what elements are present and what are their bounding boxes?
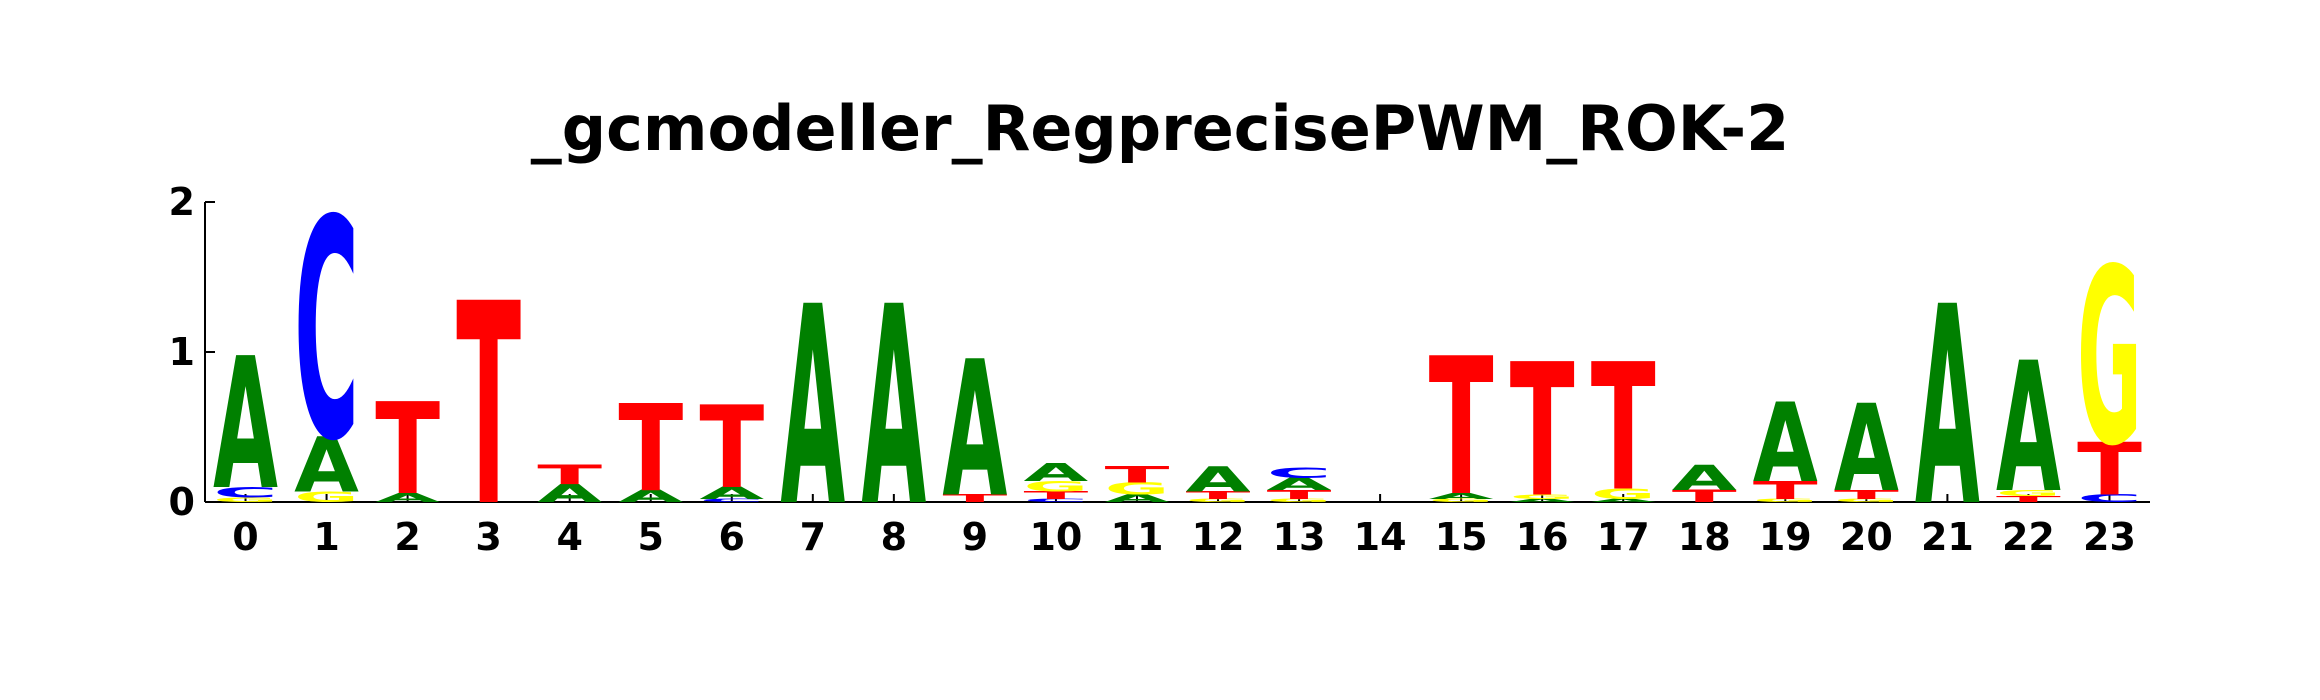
logo-letter-a: A xyxy=(1591,498,1656,503)
logo-letter-t: T xyxy=(618,381,683,519)
logo-letter-a: A xyxy=(1753,380,1818,507)
logo-letter-t: T xyxy=(2077,428,2142,512)
x-tick-label: 22 xyxy=(2002,515,2055,559)
logo-letter-a: A xyxy=(1834,380,1899,519)
x-tick-label: 4 xyxy=(556,515,582,559)
x-tick-label: 15 xyxy=(1435,515,1488,559)
logo-letter-t: T xyxy=(699,382,764,514)
x-tick-label: 0 xyxy=(232,515,258,559)
logo-letter-c: C xyxy=(1267,465,1332,482)
logo-letter-t: T xyxy=(1105,462,1170,488)
logo-letter-t: T xyxy=(1996,494,2061,504)
logo-letter-t: T xyxy=(1429,319,1494,539)
logo-letter-a: A xyxy=(861,248,926,567)
logo-letter-a: A xyxy=(294,421,359,509)
x-tick-label: 13 xyxy=(1273,515,1326,559)
x-tick-label: 9 xyxy=(962,515,988,559)
logo-letter-a: A xyxy=(699,484,764,503)
logo-letter-t: T xyxy=(1267,488,1332,502)
logo-letter-a: A xyxy=(375,491,441,505)
x-tick-label: 7 xyxy=(800,515,826,559)
x-tick-label: 17 xyxy=(1597,515,1650,559)
y-axis: 0 1 2 xyxy=(169,180,215,524)
x-tick-label: 10 xyxy=(1029,515,1082,559)
x-axis: 0 1 2 3 4 5 6 7 8 9 10 11 12 13 14 15 16 17 18 19 20 21 22 23 xyxy=(205,494,2150,559)
logo-letter-t: T xyxy=(375,378,440,523)
logo-letter-a: A xyxy=(618,487,683,506)
logo-letter-t: T xyxy=(1024,489,1089,501)
logo-letter-a: A xyxy=(1915,248,1980,567)
logo-letter-g: G xyxy=(1267,498,1332,503)
logo-letter-g: G xyxy=(1753,498,1818,503)
logo-letter-a: A xyxy=(1996,324,2061,533)
logo-letter-g: G xyxy=(294,489,359,506)
logo-letter-a: A xyxy=(942,323,1007,540)
x-tick-label: 18 xyxy=(1678,515,1731,559)
logo-letter-g: G xyxy=(1429,498,1494,503)
y-tick-label: 2 xyxy=(169,180,195,224)
logo-letter-c: C xyxy=(699,498,764,503)
x-tick-label: 23 xyxy=(2083,515,2136,559)
logo-letter-g: G xyxy=(2077,217,2142,499)
x-tick-label: 1 xyxy=(313,515,339,559)
logo-letter-a: A xyxy=(1186,459,1251,500)
x-tick-label: 14 xyxy=(1354,515,1407,559)
x-tick-label: 16 xyxy=(1516,515,1569,559)
x-tick-label: 12 xyxy=(1192,515,1245,559)
logo-letter-t: T xyxy=(1834,488,1899,502)
logo-letter-c: C xyxy=(1024,498,1089,503)
logo-letter-a: A xyxy=(1024,458,1089,487)
logo-letter-g: G xyxy=(1024,478,1089,495)
logo-letter-t: T xyxy=(1591,327,1656,531)
x-tick-label: 6 xyxy=(719,515,745,559)
logo-letter-g: G xyxy=(213,496,278,503)
logo-letter-t: T xyxy=(1186,489,1251,501)
y-tick-label: 0 xyxy=(169,480,195,524)
logo-letter-t: T xyxy=(456,245,521,567)
logo-letter-a: A xyxy=(1105,493,1170,505)
logo-letter-g: G xyxy=(1591,486,1656,503)
logo-letter-g: G xyxy=(1996,489,2061,499)
x-tick-label: 19 xyxy=(1759,515,1812,559)
logo-letter-t: T xyxy=(1672,487,1737,506)
logo-letter-a: A xyxy=(537,479,602,508)
x-tick-label: 3 xyxy=(475,515,501,559)
logo-letter-a: A xyxy=(213,320,278,530)
logo-letter-c: C xyxy=(294,156,359,508)
logo-letter-g: G xyxy=(1510,493,1575,500)
x-tick-label: 20 xyxy=(1840,515,1893,559)
logo-letter-t: T xyxy=(1510,326,1575,538)
logo-letter-a: A xyxy=(1672,458,1737,499)
x-tick-label: 2 xyxy=(394,515,420,559)
logo-letter-g: G xyxy=(1105,480,1170,499)
logo-letter-t: T xyxy=(537,460,602,491)
logo-letter-c: C xyxy=(213,484,278,501)
logo-letter-c: C xyxy=(2077,493,2142,505)
x-tick-label: 11 xyxy=(1111,515,1164,559)
logo-letter-t: T xyxy=(942,492,1007,504)
logo-letter-a: A xyxy=(1267,475,1332,494)
logo-letter-a: A xyxy=(1429,492,1494,502)
logo-letter-t: T xyxy=(1753,477,1818,505)
logo-letter-g: G xyxy=(1834,498,1899,503)
logo-letter-a: A xyxy=(1510,498,1575,503)
x-tick-label: 21 xyxy=(1921,515,1974,559)
logo-letter-a: A xyxy=(780,248,845,567)
chart-title: _gcmodeller_RegprecisePWM_ROK-2 xyxy=(531,92,1790,165)
y-tick-label: 1 xyxy=(169,330,195,374)
x-tick-label: 5 xyxy=(638,515,664,559)
logo-letter-g: G xyxy=(1186,498,1251,503)
x-tick-label: 8 xyxy=(881,515,907,559)
